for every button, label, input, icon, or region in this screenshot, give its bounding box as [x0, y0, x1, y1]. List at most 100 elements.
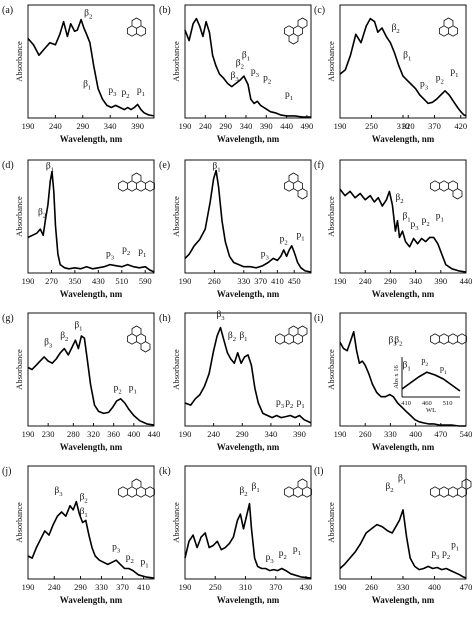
peak-annotation: β2 — [80, 492, 88, 504]
peak-annotation: β1 — [403, 50, 411, 62]
x-axis-label: Wavelength, nm — [60, 289, 123, 299]
y-axis-label: Absorbance — [14, 349, 24, 390]
chart-panel-l: 190 260 330 400 470 Absorbance Wavelength, nm (… — [314, 465, 472, 605]
peak-annotation: β2 — [236, 59, 244, 71]
peak-annotation: β1 — [83, 80, 91, 92]
y-axis-label: Absorbance — [14, 41, 24, 82]
x-tick-label: 450 — [288, 276, 301, 286]
x-tick-label: 240 — [359, 276, 372, 286]
x-tick-label: 340 — [265, 429, 278, 439]
peak-annotation: β3 — [44, 337, 53, 349]
peak-annotation: p2 — [121, 88, 129, 100]
molecule-structure-icon — [284, 478, 312, 498]
peak-annotation: β1 — [402, 212, 410, 224]
chart-panel-d: 190 270 350 430 510 590 Absorbance Wavelength, … — [2, 159, 155, 299]
x-tick-label: 430 — [92, 276, 105, 286]
peak-annotation: p1 — [296, 230, 304, 242]
peak-annotation: p2 — [422, 216, 430, 228]
x-tick-label: 330 — [384, 429, 397, 439]
x-tick-label: 390 — [293, 429, 306, 439]
peak-annotation: β1 — [46, 161, 54, 173]
plot-frame — [339, 312, 467, 427]
inset-x-tick-label: 460 — [422, 400, 432, 407]
x-tick-label: 360 — [107, 429, 120, 439]
x-tick-label: 250 — [365, 121, 378, 131]
x-tick-label: 320 — [87, 429, 100, 439]
x-tick-label: 190 — [179, 582, 192, 592]
x-tick-label: 190 — [334, 276, 347, 286]
plot-frame — [27, 312, 155, 427]
x-tick-label: 190 — [22, 429, 35, 439]
x-tick-label: 440 — [460, 276, 473, 286]
plot-frame — [184, 312, 312, 427]
plot-frame — [27, 465, 155, 580]
absorbance-curve — [339, 17, 467, 117]
peak-annotation: p2 — [442, 549, 450, 561]
peak-annotation: β1 — [403, 360, 411, 372]
x-tick-label: 330 — [237, 276, 250, 286]
panel-label: (e) — [159, 160, 170, 171]
peak-annotation: p1 — [451, 541, 459, 553]
molecule-structure-icon — [275, 325, 308, 345]
peak-annotation: β2 — [392, 23, 400, 35]
x-tick-label: 370 — [269, 582, 282, 592]
x-axis-label: Wavelength, nm — [372, 595, 435, 605]
peak-annotation: p1 — [129, 383, 137, 395]
x-axis-label: Wavelength, nm — [60, 134, 123, 144]
x-tick-label: 410 — [271, 276, 284, 286]
x-tick-label: 310 — [397, 121, 410, 131]
absorbance-curve — [27, 170, 155, 273]
x-axis-label: Wavelength, nm — [372, 442, 435, 452]
x-tick-label: 390 — [131, 121, 144, 131]
peak-annotation: β2 — [84, 8, 92, 20]
x-tick-label: 190 — [179, 276, 192, 286]
x-tick-label: 470 — [434, 429, 447, 439]
peak-annotation: β1 — [74, 321, 82, 333]
peak-annotation: p1 — [141, 557, 149, 569]
x-axis-label: Wavelength, nm — [217, 134, 280, 144]
peak-annotation: p1 — [436, 212, 444, 224]
absorbance-curve — [184, 502, 312, 579]
x-tick-label: 260 — [359, 429, 372, 439]
peak-annotation: β2 — [60, 331, 68, 343]
x-tick-label: 290 — [219, 121, 232, 131]
x-tick-label: 280 — [67, 429, 80, 439]
peak-annotation: p3 — [112, 543, 121, 555]
peak-annotation: p1 — [138, 247, 146, 259]
chart-panel-f: 190 240 290 340 390 440 Absorbance Wavelength, … — [314, 159, 473, 299]
x-tick-label: 590 — [139, 276, 152, 286]
x-tick-label: 190 — [179, 121, 192, 131]
plot-frame — [339, 159, 467, 274]
x-tick-label: 440 — [280, 121, 293, 131]
panel-label: (k) — [159, 466, 171, 477]
panel-label: (a) — [2, 5, 13, 16]
peak-annotation: p3 — [261, 249, 270, 261]
chart-panel-j: 190 240 290 330 370 410 Absorbance Wavelength, … — [2, 465, 155, 605]
chart-panel-b: 190 240 290 340 390 440 490 Absorbance Wavelengt… — [159, 4, 313, 144]
x-tick-label: 260 — [365, 582, 378, 592]
x-tick-label: 290 — [384, 276, 397, 286]
peak-annotation: p1 — [297, 398, 305, 410]
inset-peak-annotation: p2 — [421, 356, 428, 368]
peak-annotation: p2 — [285, 398, 293, 410]
x-tick-label: 190 — [179, 429, 192, 439]
peak-annotation: p1 — [285, 90, 293, 102]
x-tick-label: 430 — [300, 582, 313, 592]
plot-frame — [27, 4, 155, 119]
panel-label: (l) — [314, 466, 323, 477]
peak-annotation: p2 — [126, 553, 134, 565]
peak-annotation: β1 — [80, 507, 88, 519]
peak-annotation: p3 — [106, 249, 115, 261]
x-tick-label: 370 — [428, 121, 441, 131]
panel-label: (h) — [159, 313, 171, 324]
x-tick-label: 370 — [116, 582, 129, 592]
x-tick-label: 390 — [434, 276, 447, 286]
peak-annotation: β2 — [239, 486, 247, 498]
peak-annotation: β3 — [388, 335, 397, 347]
x-tick-label: 400 — [409, 429, 422, 439]
y-axis-label: Absorbance — [171, 196, 181, 237]
inset-x-axis-label: WL — [426, 407, 436, 414]
peak-annotation: β2 — [385, 482, 393, 494]
absorbance-curve — [184, 17, 311, 118]
